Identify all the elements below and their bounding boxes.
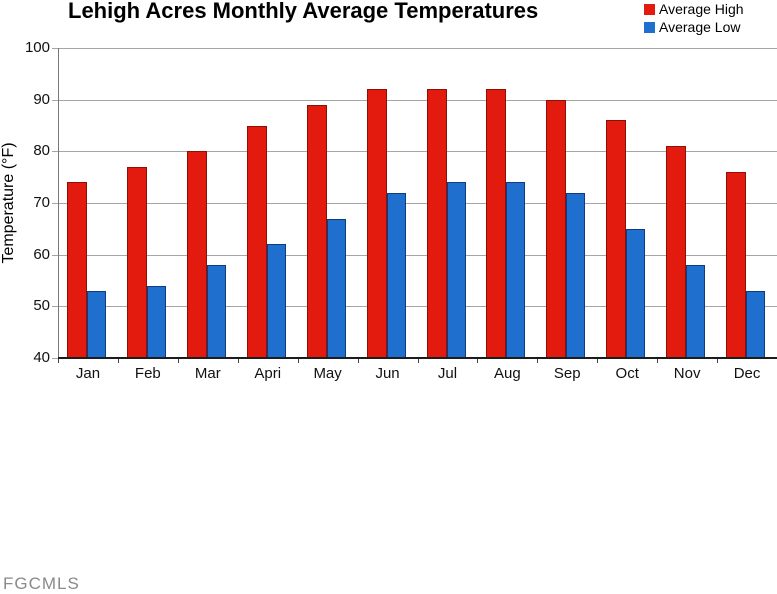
x-axis-tick <box>477 358 479 363</box>
x-axis-line <box>58 357 777 359</box>
x-axis-label-mar: Mar <box>194 365 221 382</box>
legend-label: Average High <box>659 1 744 17</box>
bar-average-high-nov <box>666 146 687 358</box>
bar-average-high-may <box>306 104 327 358</box>
bar-average-high-jun <box>366 89 387 358</box>
y-tick-label-40: 40 <box>33 349 50 366</box>
bar-average-low-may <box>326 218 346 358</box>
bar-average-high-oct <box>606 120 627 358</box>
x-axis-label-nov: Nov <box>673 365 701 382</box>
bar-average-low-dec <box>746 290 766 358</box>
legend-swatch-icon <box>644 21 655 33</box>
x-axis-tick <box>417 358 419 363</box>
legend: Average High Average Low <box>644 0 744 36</box>
gridline-50 <box>58 306 777 308</box>
x-axis-tick <box>297 358 299 363</box>
bar-average-low-sep <box>566 192 586 358</box>
bar-average-low-oct <box>626 228 646 358</box>
bar-average-low-aug <box>506 182 526 358</box>
y-axis-tick-80 <box>52 151 58 153</box>
x-axis-label-sep: Sep <box>553 365 581 382</box>
y-tick-label-90: 90 <box>33 90 50 108</box>
x-axis-tick <box>357 358 359 363</box>
gridline-100 <box>58 48 777 49</box>
x-axis-label-aug: Aug <box>494 365 521 382</box>
bar-average-low-jun <box>386 192 406 358</box>
gridline-70 <box>58 203 777 204</box>
x-axis-label-dec: Dec <box>733 365 761 382</box>
bar-average-high-dec <box>726 172 747 358</box>
x-axis-label-jan: Jan <box>75 365 101 382</box>
x-axis-label-apri: Apri <box>254 365 282 382</box>
legend-label: Average Low <box>659 19 741 35</box>
x-axis-tick <box>58 358 59 363</box>
y-tick-label-60: 60 <box>33 245 50 263</box>
bar-average-low-feb <box>146 285 166 358</box>
bar-average-high-feb <box>126 166 147 358</box>
y-tick-label-80: 80 <box>33 142 50 160</box>
gridline-80 <box>58 151 777 153</box>
bar-average-low-apri <box>266 244 286 358</box>
y-tick-label-70: 70 <box>33 194 50 211</box>
bar-average-high-mar <box>186 151 207 358</box>
y-axis-tick-60 <box>52 254 58 256</box>
x-axis-label-oct: Oct <box>615 365 639 382</box>
y-axis-tick-90 <box>52 99 58 101</box>
bar-average-high-jan <box>67 182 87 358</box>
x-axis-label-may: May <box>313 365 342 382</box>
bar-average-high-apri <box>246 125 267 358</box>
x-axis-tick <box>597 358 599 363</box>
gridline-60 <box>58 254 777 256</box>
y-axis-tick-40 <box>52 358 58 359</box>
x-axis-tick <box>657 358 659 363</box>
y-axis-tick-70 <box>52 203 58 204</box>
y-tick-label-100: 100 <box>24 39 50 56</box>
legend-swatch-icon <box>644 3 655 15</box>
chart-title: Lehigh Acres Monthly Average Temperature… <box>68 0 539 23</box>
bar-average-low-jan <box>87 290 106 358</box>
y-tick-label-50: 50 <box>33 297 50 315</box>
x-axis-label-jun: Jun <box>375 365 400 382</box>
bar-average-low-jul <box>446 182 466 358</box>
gridline-90 <box>58 99 777 101</box>
x-axis-tick <box>717 358 719 363</box>
watermark-text: FGCMLS <box>3 574 80 593</box>
x-axis-label-jul: Jul <box>437 365 458 382</box>
bar-average-low-mar <box>206 265 226 358</box>
x-axis-tick <box>117 358 119 363</box>
y-axis-line <box>58 48 59 358</box>
x-axis-label-feb: Feb <box>134 365 161 382</box>
bar-average-high-aug <box>486 89 507 358</box>
legend-item-average-high: Average High <box>644 0 744 18</box>
bar-average-low-nov <box>686 265 706 358</box>
bar-average-high-sep <box>546 99 567 358</box>
legend-item-average-low: Average Low <box>644 18 744 36</box>
y-axis-tick-50 <box>52 306 58 308</box>
x-axis-tick <box>177 358 179 363</box>
bar-average-high-jul <box>426 89 447 358</box>
x-axis-tick <box>537 358 539 363</box>
y-axis-tick-100 <box>52 48 58 49</box>
x-axis-tick <box>237 358 239 363</box>
